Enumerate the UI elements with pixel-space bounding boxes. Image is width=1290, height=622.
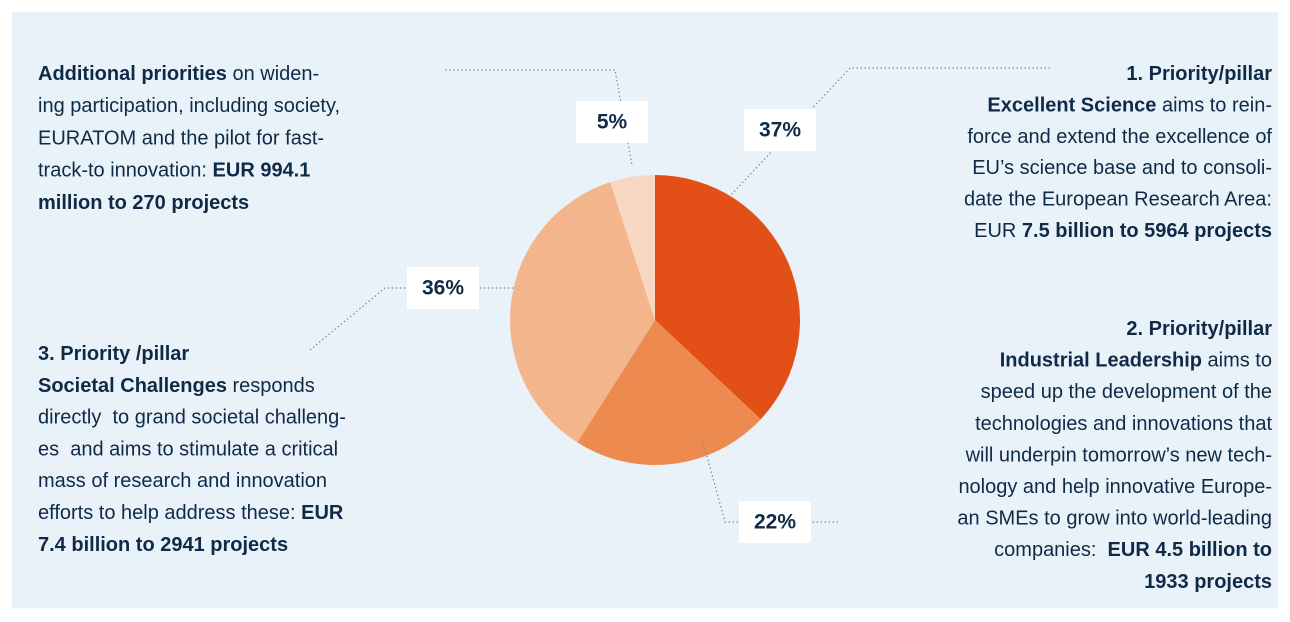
annotation-text: Additional priorities: [38, 63, 227, 85]
annotation-line: Additional priorities on widen-: [38, 63, 319, 85]
label-box: [744, 109, 816, 151]
annotation-text: 7.4 billion to 2941 projects: [38, 534, 288, 556]
annotation-line: date the European Research Area:: [964, 189, 1272, 211]
annotation-text: companies:: [994, 539, 1107, 561]
annotation-text: directly to grand societal challeng-: [38, 407, 346, 429]
annotation-text: responds: [227, 375, 315, 397]
annotation-line: Excellent Science aims to rein-: [987, 95, 1272, 117]
annotation-line: es and aims to stimulate a critical: [38, 439, 338, 461]
annotation-text: track-to innovation:: [38, 160, 213, 182]
annotation-line: ing participation, including society,: [38, 95, 340, 117]
annotation-text: on widen-: [227, 63, 319, 85]
annotation-line: companies: EUR 4.5 billion to: [994, 539, 1272, 561]
annotation-line: speed up the development of the: [981, 381, 1272, 403]
annotation-line: EUR 7.5 billion to 5964 projects: [974, 220, 1272, 242]
annotation-text: force and extend the excellence of: [967, 126, 1272, 148]
annotation-line: mass of research and innovation: [38, 470, 327, 492]
annotation-text: date the European Research Area:: [964, 189, 1272, 211]
pie-slice: [655, 175, 801, 420]
leader-line: [445, 69, 633, 166]
annotation-text: EUR 4.5 billion to: [1108, 539, 1272, 561]
leader-line: [701, 437, 838, 523]
annotation-line: million to 270 projects: [38, 192, 249, 214]
annotation-text: mass of research and innovation: [38, 470, 327, 492]
annotation-text: an SMEs to grow into world-leading: [957, 508, 1272, 530]
annotation-line: Industrial Leadership aims to: [1000, 350, 1272, 372]
annotation-line: 7.4 billion to 2941 projects: [38, 534, 288, 556]
annotation-line: 2. Priority/pillar: [1126, 318, 1272, 340]
annotation-text: 2. Priority/pillar: [1126, 318, 1272, 340]
annotation-text: nology and help innovative Europe-: [958, 476, 1272, 498]
label-box: [576, 101, 648, 143]
pie-slice: [510, 182, 655, 443]
annotation-text: efforts to help address these:: [38, 502, 301, 524]
annotation-text: ing participation, including society,: [38, 95, 340, 117]
label-box: [407, 267, 479, 309]
annotation-line: technologies and innovations that: [975, 413, 1272, 435]
annotation-text: million to 270 projects: [38, 192, 249, 214]
annotation-line: 1933 projects: [1144, 571, 1272, 593]
data-label: 22%: [754, 511, 796, 534]
annotation-text: Industrial Leadership: [1000, 350, 1202, 372]
data-label: 37%: [759, 119, 801, 142]
annotation-text: 1933 projects: [1144, 571, 1272, 593]
data-label: 36%: [422, 277, 464, 300]
annotation-text: will underpin tomorrow’s new tech-: [965, 445, 1272, 467]
leader-line: [729, 67, 1050, 197]
annotation-text: 1. Priority/pillar: [1126, 63, 1272, 85]
annotation-line: Societal Challenges responds: [38, 375, 315, 397]
annotation-text: 3. Priority /pillar: [38, 343, 189, 365]
annotation-line: nology and help innovative Europe-: [958, 476, 1272, 498]
annotation-line: track-to innovation: EUR 994.1: [38, 160, 310, 182]
annotation-line: EU’s science base and to consoli-: [972, 157, 1272, 179]
leader-line: [309, 287, 515, 351]
annotation-text: es and aims to stimulate a critical: [38, 439, 338, 461]
pie-slice: [577, 320, 761, 465]
label-box: [739, 501, 811, 543]
annotation-text: EU’s science base and to consoli-: [972, 157, 1272, 179]
annotation-text: EUR: [974, 220, 1022, 242]
data-label: 5%: [597, 111, 628, 134]
annotation-line: EURATOM and the pilot for fast-: [38, 128, 324, 150]
annotation-text: Societal Challenges: [38, 375, 227, 397]
annotation-text: aims to rein-: [1156, 95, 1272, 117]
annotation-text: technologies and innovations that: [975, 413, 1272, 435]
annotation-text: EUR: [301, 502, 344, 524]
annotation-line: will underpin tomorrow’s new tech-: [965, 445, 1272, 467]
annotation-text: speed up the development of the: [981, 381, 1272, 403]
annotation-line: directly to grand societal challeng-: [38, 407, 346, 429]
annotation-line: an SMEs to grow into world-leading: [957, 508, 1272, 530]
annotation-text: EUR 994.1: [213, 160, 311, 182]
annotation-line: efforts to help address these: EUR: [38, 502, 344, 524]
annotation-text: 7.5 billion to 5964 projects: [1022, 220, 1272, 242]
annotation-text: Excellent Science: [987, 95, 1156, 117]
annotation-text: EURATOM and the pilot for fast-: [38, 128, 324, 150]
annotation-line: 1. Priority/pillar: [1126, 63, 1272, 85]
pie-slice: [610, 175, 655, 320]
annotation-text: aims to: [1202, 350, 1272, 372]
annotation-line: force and extend the excellence of: [967, 126, 1272, 148]
annotation-line: 3. Priority /pillar: [38, 343, 189, 365]
